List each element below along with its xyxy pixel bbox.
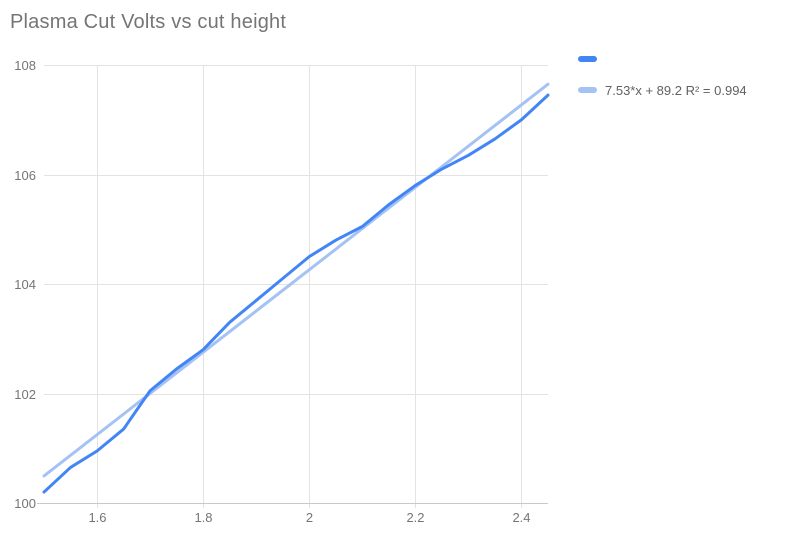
series-path[interactable] <box>42 93 550 494</box>
chart-title: Plasma Cut Volts vs cut height <box>10 11 287 33</box>
x-axis-tick-label: 1.6 <box>88 510 106 525</box>
legend-item-series[interactable] <box>578 51 747 67</box>
legend: 7.53*x + 89.2 R² = 0.994 <box>578 51 747 98</box>
y-axis-tick-label: 102 <box>14 387 36 402</box>
y-axis-tick-label: 104 <box>14 277 36 292</box>
x-axis-tick-label: 2.2 <box>406 510 424 525</box>
x-axis-tick-label: 2.4 <box>512 510 530 525</box>
trendline-path[interactable] <box>42 82 550 478</box>
y-axis-tick-label: 106 <box>14 168 36 183</box>
y-axis-tick-label: 108 <box>14 58 36 73</box>
series-swatch <box>578 56 597 62</box>
x-axis-tick-label: 1.8 <box>194 510 212 525</box>
x-axis-tick-label: 2 <box>306 510 313 525</box>
legend-trendline-label: 7.53*x + 89.2 R² = 0.994 <box>605 82 747 98</box>
legend-item-trendline[interactable]: 7.53*x + 89.2 R² = 0.994 <box>578 82 747 98</box>
trendline-swatch <box>578 87 597 93</box>
y-axis-tick-label: 100 <box>14 496 36 511</box>
